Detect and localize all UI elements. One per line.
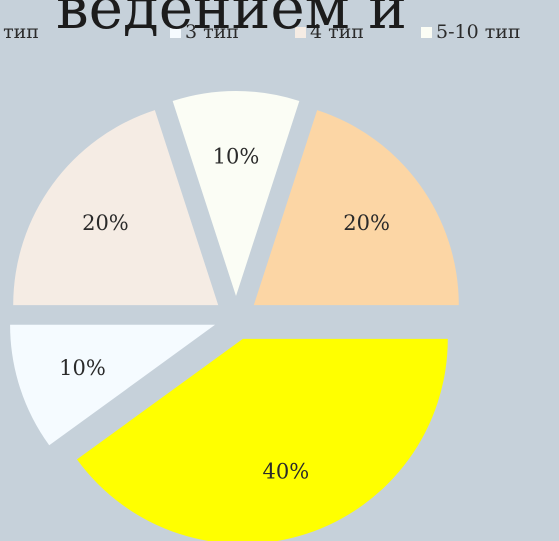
slice-data-label: 10% (59, 356, 106, 380)
legend-swatch-icon (295, 26, 306, 38)
chart-title: ведением и (56, 0, 407, 42)
pie-slice (13, 110, 219, 306)
slice-data-label: 10% (213, 145, 260, 169)
legend-label: 4 тип (310, 21, 364, 43)
legend-item-3-tip: 3 тип (170, 18, 239, 46)
legend-swatch-icon (170, 26, 181, 38)
legend-label: 3 тип (185, 21, 239, 43)
slice-data-label: 40% (263, 460, 310, 484)
legend-item-4-tip: 4 тип (295, 18, 364, 46)
slice-data-label: 20% (82, 211, 129, 235)
legend-label: 5-10 тип (436, 21, 521, 43)
pie-slice (76, 338, 448, 541)
pie-slice (172, 91, 300, 297)
legend-item-5-10-tip: 5-10 тип (421, 18, 521, 46)
legend-label: 2 тип (0, 21, 39, 43)
legend-item-2-tip: 2 тип (0, 18, 39, 46)
pie-slice (10, 324, 216, 446)
slice-data-label: 20% (343, 211, 390, 235)
legend-swatch-icon (421, 26, 432, 38)
pie-slice (253, 110, 459, 306)
